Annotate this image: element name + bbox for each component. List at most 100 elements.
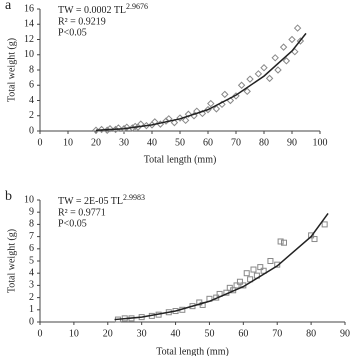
point <box>233 282 240 289</box>
x-tick-label: 60 <box>203 137 213 148</box>
x-tick-label: 80 <box>306 328 316 339</box>
x-tick-label: 60 <box>238 328 248 339</box>
y-tick-label: 8 <box>29 219 34 230</box>
point <box>114 124 123 132</box>
point <box>246 75 254 83</box>
equation-exponent: 2.9676 <box>126 2 148 11</box>
equation-exponent: 2.9983 <box>123 193 145 202</box>
point <box>123 123 131 131</box>
equation: TW = 2E-05 TL2.9983 <box>58 193 145 207</box>
point <box>92 126 100 134</box>
point <box>199 301 206 308</box>
x-axis-label: Total length (mm) <box>156 346 229 356</box>
panel-label: b <box>5 189 12 204</box>
point <box>279 43 288 51</box>
point <box>162 117 170 125</box>
p-value: P<0.05 <box>58 27 87 38</box>
x-axis-label: Total length (mm) <box>144 154 217 165</box>
y-tick-label: 8 <box>29 64 34 75</box>
y-tick-label: 0 <box>29 125 34 136</box>
x-tick-label: 10 <box>69 328 79 339</box>
y-tick-label: 2 <box>29 292 34 303</box>
x-tick-label: 20 <box>103 328 113 339</box>
point <box>181 116 190 125</box>
x-tick-label: 0 <box>38 328 43 339</box>
fit-curve <box>114 212 329 321</box>
point <box>176 114 184 122</box>
x-tick-label: 90 <box>287 137 297 148</box>
point <box>106 125 114 133</box>
x-tick-label: 100 <box>313 137 328 148</box>
point <box>170 118 179 127</box>
point <box>271 54 279 62</box>
point <box>232 92 240 100</box>
r-squared: R² = 0.9771 <box>58 207 106 218</box>
x-tick-label: 0 <box>38 137 43 148</box>
panel-label: a <box>5 0 12 13</box>
point <box>260 267 267 274</box>
point <box>184 110 193 118</box>
point <box>257 264 264 271</box>
point <box>265 74 274 83</box>
point <box>207 99 215 108</box>
y-tick-label: 4 <box>29 267 34 278</box>
r-squared: R² = 0.9219 <box>58 16 106 27</box>
y-tick-label: 2 <box>29 110 34 121</box>
y-axis-label: Total weight (g) <box>6 229 17 293</box>
x-tick-label: 70 <box>272 328 282 339</box>
y-tick-label: 4 <box>29 95 34 106</box>
x-tick-label: 20 <box>91 137 101 148</box>
point <box>250 266 257 273</box>
y-tick-label: 16 <box>24 3 34 14</box>
point <box>236 278 243 285</box>
y-tick-label: 14 <box>24 19 34 30</box>
point <box>260 64 268 72</box>
y-tick-label: 6 <box>29 243 34 254</box>
x-tick-label: 80 <box>259 137 269 148</box>
x-tick-label: 50 <box>204 328 214 339</box>
fit-curve <box>95 32 307 131</box>
point <box>212 105 221 113</box>
equation-text: TW = 2E-05 TL <box>58 196 123 207</box>
x-tick-label: 30 <box>119 137 129 148</box>
point <box>97 125 106 134</box>
y-tick-label: 12 <box>24 34 34 45</box>
point <box>221 90 229 99</box>
point <box>282 57 291 65</box>
y-tick-label: 1 <box>29 304 34 315</box>
point <box>288 35 296 44</box>
x-tick-label: 10 <box>63 137 73 148</box>
y-tick-label: 5 <box>29 255 34 266</box>
x-tick-label: 40 <box>171 328 181 339</box>
x-tick-label: 90 <box>340 328 350 339</box>
y-tick-label: 10 <box>24 49 34 60</box>
x-tick-label: 70 <box>231 137 241 148</box>
point <box>237 81 246 89</box>
point <box>308 232 315 239</box>
point <box>311 236 318 243</box>
point <box>321 221 328 228</box>
point <box>277 238 284 245</box>
y-tick-label: 7 <box>29 231 34 242</box>
point <box>281 239 287 246</box>
x-tick-label: 50 <box>175 137 185 148</box>
equation-text: TW = 0.0002 TL <box>58 5 126 16</box>
equation: TW = 0.0002 TL2.9676 <box>58 2 148 16</box>
x-tick-label: 40 <box>147 137 157 148</box>
x-tick-label: 30 <box>137 328 147 339</box>
point <box>243 87 251 96</box>
y-tick-label: 9 <box>29 206 34 217</box>
point <box>254 70 263 78</box>
point <box>243 270 250 277</box>
point <box>293 24 302 32</box>
y-tick-label: 0 <box>29 316 34 327</box>
y-tick-label: 6 <box>29 80 34 91</box>
y-axis-label: Total weight (g) <box>6 38 17 102</box>
point <box>274 66 282 74</box>
point <box>267 258 274 264</box>
point <box>193 107 201 115</box>
point <box>296 37 305 45</box>
p-value: P<0.05 <box>58 218 87 229</box>
y-tick-label: 3 <box>29 280 34 291</box>
